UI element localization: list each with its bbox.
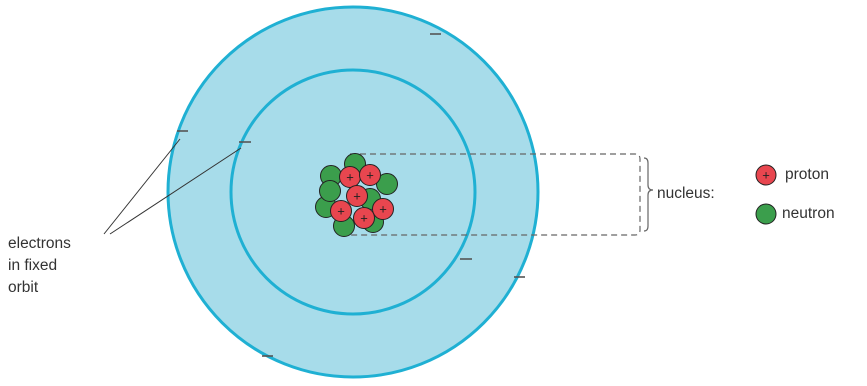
proton: + (339, 166, 361, 188)
svg-text:+: + (360, 211, 368, 226)
electrons-label-line-2: in fixed (8, 257, 58, 274)
pointer-line-outer (103, 138, 181, 235)
pointer-line-inner (109, 147, 242, 235)
svg-text:+: + (379, 202, 387, 217)
svg-text:+: + (366, 168, 374, 183)
electrons-label-line-3: orbit (8, 279, 39, 296)
nucleus-brace (643, 157, 654, 232)
electrons-label-line-1: electrons (8, 235, 71, 252)
legend-proton-label: proton (785, 166, 829, 183)
svg-text:+: + (346, 170, 354, 185)
svg-text:+: + (353, 189, 361, 204)
proton: + (353, 207, 375, 229)
nucleus-callout-box (350, 153, 641, 236)
legend-neutron-label: neutron (782, 205, 835, 222)
nucleus-label: nucleus: (657, 185, 715, 202)
legend-neutron-icon (755, 203, 777, 225)
proton: + (330, 200, 352, 222)
proton: + (359, 164, 381, 186)
electrons-label: electrons in fixed orbit (8, 233, 71, 299)
proton: + (346, 185, 368, 207)
proton: + (372, 198, 394, 220)
legend-proton-icon: + (755, 164, 777, 186)
inner-orbit (229, 68, 477, 316)
neutron (319, 180, 341, 202)
svg-text:+: + (762, 168, 770, 183)
svg-text:+: + (337, 204, 345, 219)
neutron (376, 173, 398, 195)
